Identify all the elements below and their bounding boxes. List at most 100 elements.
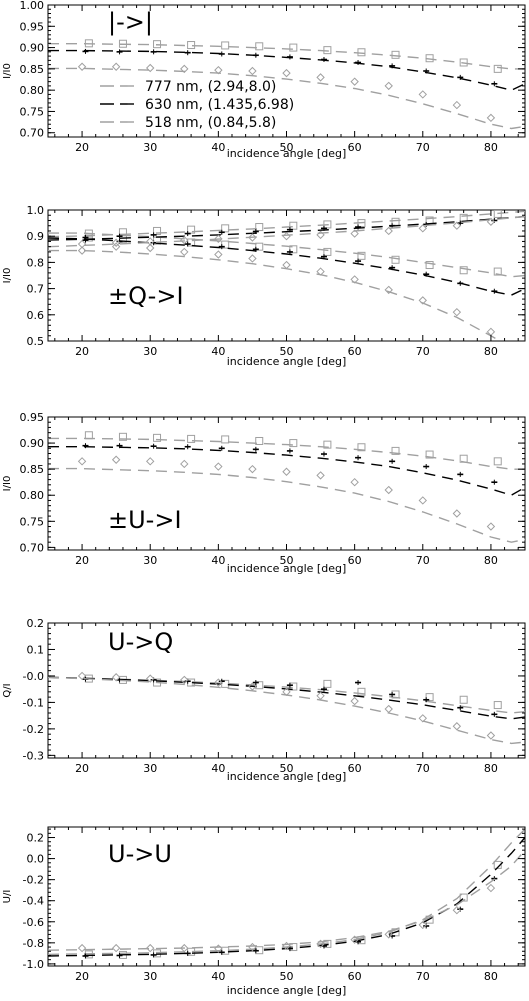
data-point-square xyxy=(391,255,400,264)
data-point-diamond xyxy=(486,731,496,740)
data-point-diamond xyxy=(214,250,223,259)
y-tick-label: -0.2 xyxy=(23,723,44,736)
data-point-square xyxy=(323,220,332,229)
x-tick-label: 40 xyxy=(211,762,225,775)
data-point-diamond xyxy=(282,260,291,270)
data-point-diamond xyxy=(180,247,189,257)
data-point-square xyxy=(221,946,230,955)
data-point-diamond xyxy=(180,64,189,74)
data-point-square xyxy=(153,949,162,958)
data-point-diamond xyxy=(111,943,121,953)
data-point-diamond xyxy=(180,943,189,953)
legend-label: 630 nm, (1.435,6.98) xyxy=(145,97,294,113)
data-point-square xyxy=(459,695,468,704)
x-tick-label: 60 xyxy=(348,762,362,775)
x-tick-label: 60 xyxy=(348,141,362,154)
y-tick-label: 0.5 xyxy=(27,335,45,348)
data-point-diamond xyxy=(384,930,393,939)
x-tick-label: 50 xyxy=(280,762,294,775)
data-point-diamond xyxy=(316,471,325,480)
data-point-square xyxy=(391,50,400,59)
x-axis-label: incidence angle [deg] xyxy=(227,562,347,575)
x-tick-label: 50 xyxy=(280,141,294,154)
data-point-diamond xyxy=(452,100,462,110)
y-tick-label: 0.80 xyxy=(20,84,45,97)
data-point-diamond xyxy=(282,687,291,697)
data-point-square xyxy=(118,39,127,48)
panel-5: 20 30 40 50 60 70 80 0.2 0.0 -0.2 -0.4 -0.6 -0.8 -1.0… xyxy=(2,826,526,997)
data-point-diamond xyxy=(180,675,189,685)
data-point-diamond xyxy=(350,935,359,944)
data-point-diamond xyxy=(248,682,257,691)
x-tick-label: 20 xyxy=(75,345,89,358)
data-point-square xyxy=(221,224,230,233)
data-point-diamond xyxy=(214,462,223,471)
data-point-diamond xyxy=(77,62,87,71)
data-point-diamond xyxy=(418,714,427,723)
data-point-square xyxy=(323,440,332,449)
data-point-diamond xyxy=(282,467,291,476)
data-point-square xyxy=(221,41,230,50)
data-point-square xyxy=(118,234,127,243)
data-point-square xyxy=(323,46,332,55)
x-tick-label: 60 xyxy=(348,554,362,567)
data-point-diamond xyxy=(384,704,393,714)
data-point-diamond xyxy=(214,944,223,953)
series-1 xyxy=(48,39,525,73)
y-tick-label: 0.7 xyxy=(27,283,45,296)
data-point-diamond xyxy=(146,63,155,73)
panel-title: U->Q xyxy=(108,628,173,656)
y-axis-label: Q/I xyxy=(2,683,13,697)
y-axis-label: I/I0 xyxy=(2,63,13,79)
data-point-diamond xyxy=(77,457,87,466)
data-area xyxy=(48,210,525,341)
model-line xyxy=(48,849,525,951)
series-3 xyxy=(48,671,525,745)
y-tick-label: 1.00 xyxy=(20,0,45,12)
data-point-diamond xyxy=(418,496,427,505)
y-tick-label: 0.75 xyxy=(20,105,45,118)
data-point-square xyxy=(493,457,502,466)
series-3 xyxy=(48,62,525,130)
x-tick-label: 80 xyxy=(484,554,498,567)
y-axis-label: I/I0 xyxy=(2,476,13,492)
x-axis-label: incidence angle [deg] xyxy=(227,770,347,783)
y-tick-label: 0.0 xyxy=(27,853,45,866)
panel-title: ±Q->I xyxy=(108,282,184,310)
x-tick-label: 50 xyxy=(280,554,294,567)
x-tick-label: 30 xyxy=(143,554,157,567)
panel-3: 20 30 40 50 60 70 80 0.95 0.90 0.85 0.80 0.75 0.70 in… xyxy=(2,411,526,575)
data-point-diamond xyxy=(282,231,291,241)
data-point-square xyxy=(391,446,400,455)
data-point-diamond xyxy=(214,678,223,687)
panel-title: U->U xyxy=(108,840,172,868)
data-point-square xyxy=(493,701,502,710)
legend: 777 nm, (2.94,8.0) 630 nm, (1.435,6.98) 51… xyxy=(100,79,294,131)
x-tick-label: 50 xyxy=(280,345,294,358)
data-point-diamond xyxy=(282,68,291,78)
data-point-diamond xyxy=(146,674,155,683)
x-tick-label: 70 xyxy=(416,141,430,154)
data-point-diamond xyxy=(384,285,393,295)
series-2 xyxy=(48,443,525,496)
x-tick-label: 20 xyxy=(75,554,89,567)
y-tick-label: -0.4 xyxy=(23,895,44,908)
x-tick-label: 70 xyxy=(416,554,430,567)
y-tick-label: -0.0 xyxy=(23,670,44,683)
data-point-diamond xyxy=(248,254,257,263)
x-tick-label: 80 xyxy=(484,762,498,775)
data-point-diamond xyxy=(384,81,393,91)
data-point-diamond xyxy=(146,457,155,466)
x-tick-label: 20 xyxy=(75,970,89,983)
data-point-square xyxy=(255,436,264,445)
x-tick-label: 70 xyxy=(416,762,430,775)
data-point-square xyxy=(84,431,93,440)
data-point-diamond xyxy=(248,942,257,952)
y-tick-label: 0.2 xyxy=(27,617,45,630)
y-tick-label: 0.70 xyxy=(20,127,45,140)
data-point-diamond xyxy=(418,90,427,99)
data-point-square xyxy=(323,679,332,688)
model-line xyxy=(48,676,525,720)
x-tick-label: 60 xyxy=(348,345,362,358)
